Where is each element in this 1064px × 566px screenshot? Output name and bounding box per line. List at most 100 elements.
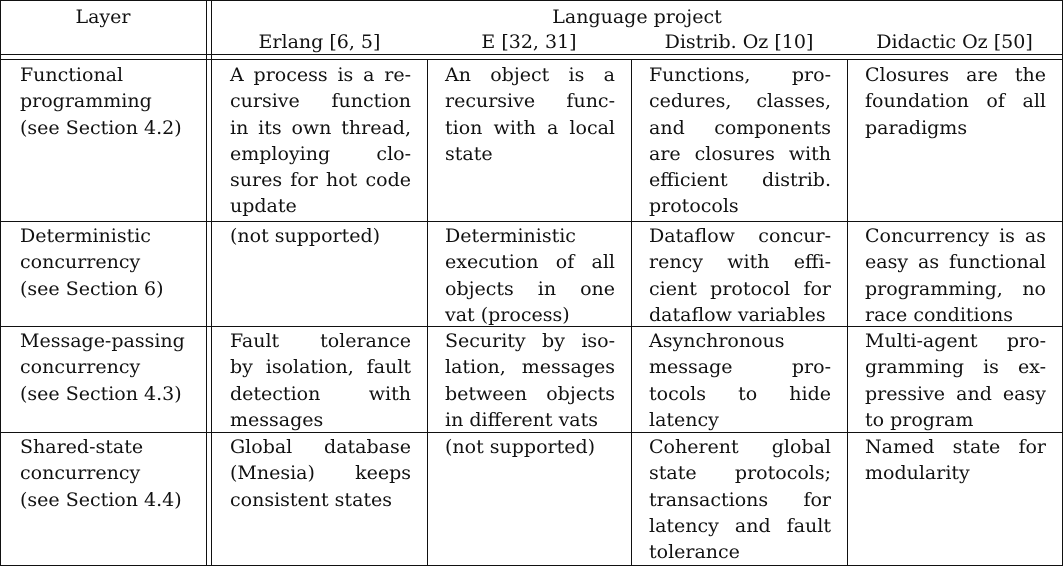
cell-line: Closures are the: [865, 64, 1046, 86]
cell-line: programming, no: [865, 277, 1046, 300]
project-cell: Concurrency is as easy as functional progr…: [865, 223, 1046, 328]
header-erlang: Erlang [6, 5]: [258, 31, 381, 53]
cell-line: tolerance: [649, 541, 740, 564]
cell-line: Fault tolerance: [230, 330, 411, 352]
cell-line: latency and fault: [649, 514, 831, 537]
border-top: [0, 0, 1063, 1]
cell-line: (see Section 4.3): [20, 382, 182, 405]
column-separator: [427, 60, 428, 566]
cell-line: in its own thread,: [230, 116, 411, 139]
cell-line: latency: [649, 408, 719, 431]
cell-line: An object is a: [445, 64, 615, 86]
cell-line: cient protocol for: [649, 277, 831, 300]
cell-line: dataflow variables: [649, 303, 826, 326]
cell-line: sures for hot code: [230, 169, 411, 192]
cell-line: efficient distrib.: [649, 169, 831, 192]
cell-line: execution of all: [445, 251, 615, 274]
cell-line: transactions for: [649, 488, 831, 511]
cell-line: vat (process): [445, 303, 570, 326]
cell-line: and components: [649, 116, 831, 139]
cell-line: Shared-state: [20, 436, 144, 458]
cell-line: tion with a local: [445, 116, 615, 139]
row-separator: [0, 432, 1063, 433]
cell-line: messages: [230, 408, 324, 431]
border-right: [1062, 0, 1063, 566]
cell-line: Deterministic: [445, 225, 576, 247]
cell-line: Concurrency is as: [865, 225, 1046, 247]
cell-line: Coherent global: [649, 436, 831, 458]
cell-line: Global database: [230, 436, 411, 458]
cell-line: concurrency: [20, 251, 141, 274]
project-cell: Coherent global state protocols; transacti…: [649, 434, 831, 565]
project-cell: Multi-agent pro-gramming is ex-pressive …: [865, 328, 1046, 433]
project-cell: Closures are the foundation of all paradig…: [865, 62, 1046, 141]
cell-line: (not supported): [445, 436, 596, 458]
project-cell: (not supported): [230, 223, 411, 249]
cell-line: foundation of all: [865, 90, 1046, 113]
cell-line: rency with effi-: [649, 251, 831, 274]
cell-line: paradigms: [865, 116, 968, 139]
cell-line: (see Section 4.2): [20, 116, 182, 139]
cell-line: Named state for: [865, 436, 1046, 458]
cell-line: Message-passing: [20, 330, 185, 352]
row-separator: [0, 221, 1063, 222]
cell-line: A process is a re-: [230, 64, 411, 86]
cell-line: consistent states: [230, 488, 393, 511]
cell-line: (see Section 4.4): [20, 488, 182, 511]
cell-line: objects in one: [445, 277, 615, 300]
cell-line: in different vats: [445, 408, 599, 431]
layer-cell: Shared-state concurrency (see Section 4.4): [20, 434, 200, 513]
cell-line: concurrency: [20, 462, 141, 485]
cell-line: update: [230, 195, 297, 218]
cell-line: Security by iso-: [445, 330, 615, 352]
cell-line: easy as functional: [865, 251, 1046, 274]
cell-line: Functional: [20, 64, 124, 86]
cell-line: tocols to hide: [649, 382, 831, 405]
layer-divider-1: [206, 0, 207, 566]
layer-cell: Deterministic concurrency (see Section 6): [20, 223, 200, 302]
cell-line: Deterministic: [20, 225, 151, 247]
cell-line: lation, messages: [445, 356, 615, 379]
layer-cell: Functional programming (see Section 4.2): [20, 62, 200, 141]
project-cell: A process is a re-cursive function in its…: [230, 62, 411, 220]
cell-line: cursive function: [230, 90, 411, 113]
cell-line: to program: [865, 408, 974, 431]
cell-line: Dataflow concur-: [649, 225, 831, 247]
project-cell: Global database (Mnesia) keeps consistent …: [230, 434, 411, 513]
row-separator: [0, 326, 1063, 327]
cell-line: Asynchronous: [649, 330, 785, 352]
cell-line: state protocols;: [649, 462, 831, 485]
project-cell: An object is a recursive func-tion with a…: [445, 62, 615, 167]
header-layer: Layer: [75, 6, 131, 28]
cell-line: programming: [20, 90, 152, 113]
cell-line: detection with: [230, 382, 411, 405]
cell-line: Functions, pro-: [649, 64, 831, 86]
header-language-project: Language project: [552, 6, 722, 28]
cell-line: gramming is ex-: [865, 356, 1046, 379]
project-cell: Dataflow concur-rency with effi-cient pr…: [649, 223, 831, 328]
header-rule-1: [0, 54, 1063, 55]
project-cell: (not supported): [445, 434, 615, 460]
cell-line: between objects: [445, 382, 615, 405]
column-separator: [847, 60, 848, 566]
layer-divider-2: [211, 0, 212, 566]
cell-line: (not supported): [230, 225, 381, 247]
header-e: E [32, 31]: [481, 31, 577, 53]
cell-line: modularity: [865, 462, 970, 485]
project-cell: Security by iso-lation, messages between …: [445, 328, 615, 433]
project-cell: Fault tolerance by isolation, fault detect…: [230, 328, 411, 433]
cell-line: by isolation, fault: [230, 356, 411, 379]
cell-line: concurrency: [20, 356, 141, 379]
cell-line: recursive func-: [445, 90, 615, 113]
cell-line: Multi-agent pro-: [865, 330, 1046, 352]
cell-line: (Mnesia) keeps: [230, 462, 411, 485]
border-left: [0, 0, 1, 566]
header-distrib-oz: Distrib. Oz [10]: [664, 31, 814, 53]
cell-line: are closures with: [649, 142, 831, 165]
cell-line: message pro-: [649, 356, 831, 379]
project-cell: Named state for modularity: [865, 434, 1046, 487]
cell-line: protocols: [649, 195, 739, 218]
project-cell: Deterministic execution of all objects in …: [445, 223, 615, 328]
cell-line: (see Section 6): [20, 277, 164, 300]
